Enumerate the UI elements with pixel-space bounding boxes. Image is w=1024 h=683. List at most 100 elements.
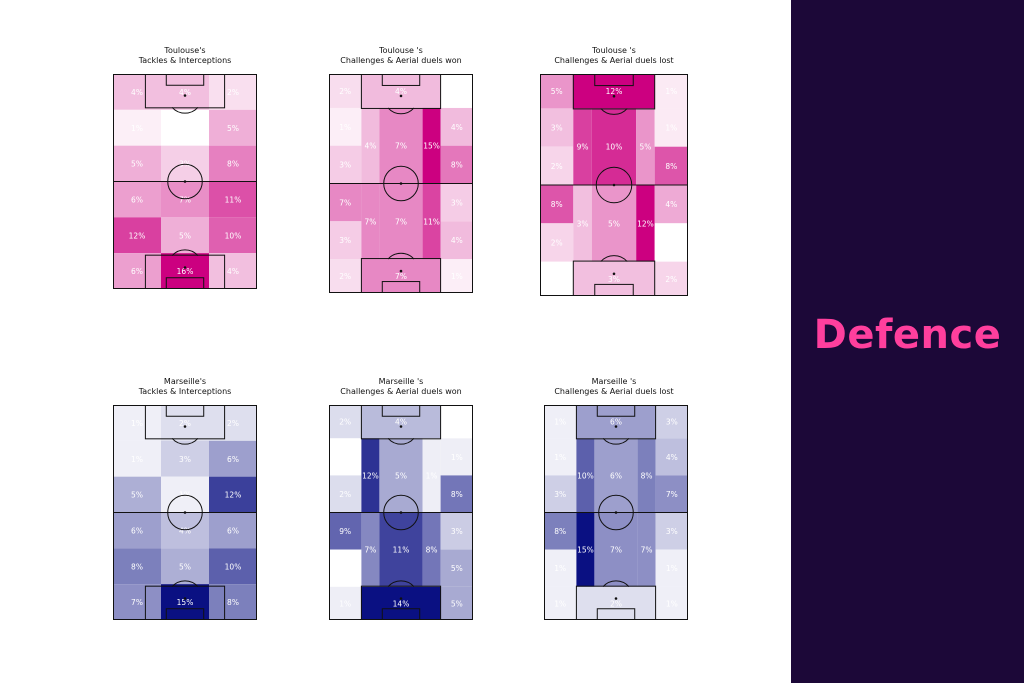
heatmap-zone — [161, 253, 209, 289]
heatmap-zone — [654, 223, 688, 262]
zone-value-label: 2% — [339, 87, 351, 96]
zone-value-label: 3% — [451, 198, 463, 207]
pitch-heatmap-marseille-tackles: 1% 2% 2%1% 3% 6%5% 1% 12%6% 4% 6%8% 5% 10%7% 15% 8% — [113, 405, 257, 621]
heatmap-zone — [379, 183, 423, 260]
heatmap-zone — [329, 221, 362, 260]
heatmap-zone — [329, 586, 362, 620]
zone-value-label: 0% — [339, 453, 351, 462]
zone-value-label: 1% — [339, 123, 351, 132]
zone-value-label: 5% — [608, 219, 620, 228]
heatmap-zone — [361, 405, 441, 439]
zone-value-label: 3% — [551, 124, 563, 133]
heatmap-zone — [654, 146, 688, 185]
zone-value-label: 1% — [131, 455, 143, 464]
heatmap-zone — [422, 438, 441, 513]
heatmap-zone — [209, 512, 257, 549]
heatmap-zone — [591, 185, 637, 262]
zone-value-label: 7% — [641, 546, 653, 555]
heatmap-zone — [379, 107, 423, 184]
heatmap-zone — [209, 440, 257, 477]
heatmap-zone — [655, 586, 688, 620]
zone-value-label: 14% — [393, 599, 410, 608]
zone-value-label: 8% — [426, 546, 438, 555]
pitch-lines — [544, 405, 688, 621]
zone-value-label: 4% — [665, 200, 677, 209]
zone-value-label: 3% — [554, 490, 566, 499]
heatmap-zone — [637, 512, 656, 587]
zone-value-label: 0% — [451, 418, 463, 427]
zone-value-label: 8% — [641, 471, 653, 480]
zone-value-label: 0% — [339, 564, 351, 573]
zone-value-label: 1% — [665, 87, 677, 96]
zone-value-label: 5% — [451, 564, 463, 573]
heatmap-zone — [576, 438, 595, 513]
heatmap-zone — [654, 261, 688, 296]
zone-value-label: 3% — [608, 275, 620, 284]
zone-value-label: 1% — [339, 599, 351, 608]
heatmap-zone — [591, 108, 637, 185]
zone-value-label: 4% — [227, 267, 239, 276]
heatmap-zone — [544, 475, 577, 513]
heatmap-zone — [329, 512, 362, 550]
heatmap-zone — [329, 475, 362, 513]
heatmap-zone — [161, 584, 209, 620]
zone-value-label: 5% — [131, 491, 143, 500]
zone-value-label: 2% — [179, 419, 191, 428]
heatmap-zone — [540, 223, 574, 262]
heatmap-zone — [113, 476, 161, 513]
zone-value-label: 10% — [577, 471, 594, 480]
heatmap-zone — [161, 548, 209, 585]
heatmap-zone — [209, 217, 257, 254]
zone-value-label: 3% — [339, 161, 351, 170]
heatmap-zone — [422, 183, 441, 260]
heatmap-zone — [329, 405, 362, 439]
zone-value-label: 8% — [665, 162, 677, 171]
heatmap-zone — [113, 512, 161, 549]
heatmap-zone — [113, 253, 161, 289]
heatmap-zone — [440, 183, 473, 222]
zone-value-label: 10% — [606, 143, 623, 152]
zone-value-label: 6% — [227, 455, 239, 464]
heatmap-zone — [329, 259, 362, 293]
heatmap-zone — [161, 109, 209, 146]
zone-value-label: 5% — [551, 87, 563, 96]
zone-value-label: 7% — [666, 490, 678, 499]
heatmap-zone — [544, 586, 577, 620]
heatmap-zone — [329, 438, 362, 476]
heatmap-zone — [209, 109, 257, 146]
pitch-heatmap-toulouse-duels-lost: 5% 12% 1% 0% 3% 2% 3% 2% 9% 10% 5% 1% 8% 8% 2% 3% 5% 12% 4… — [540, 74, 688, 296]
heatmap-zone — [594, 512, 638, 587]
zone-value-label: 5% — [179, 562, 191, 571]
heatmap-zone — [655, 512, 688, 550]
heatmap-zone — [209, 74, 257, 110]
zone-value-label: 7% — [131, 598, 143, 607]
zone-value-label: 15% — [577, 546, 594, 555]
zone-value-label: 6% — [610, 418, 622, 427]
zone-value-label: 1% — [451, 453, 463, 462]
heatmap-zone — [361, 183, 380, 260]
zone-value-label: 4% — [395, 418, 407, 427]
zone-value-label: 2% — [339, 272, 351, 281]
heatmap-zone — [594, 438, 638, 513]
heatmap-zone — [209, 253, 257, 289]
zone-value-label: 7% — [339, 198, 351, 207]
zone-value-label: 3% — [666, 527, 678, 536]
heatmap-zone — [161, 440, 209, 477]
zone-value-label: 4% — [666, 453, 678, 462]
heatmap-zone — [209, 548, 257, 585]
heatmap-zone — [209, 476, 257, 513]
zone-value-label: 3% — [179, 455, 191, 464]
heatmap-zone — [329, 74, 362, 108]
heatmap-zone — [540, 146, 574, 185]
heatmap-zone — [576, 586, 656, 620]
zone-value-label: 7% — [395, 272, 407, 281]
pitch-heatmap-marseille-duels-won: 2% 4% 0% 1% 14% 5% 0% 2% 12% 5% 1% 1% 8% 9% 0% 7% 11% 8% 3… — [329, 405, 473, 621]
zone-value-label: 7% — [395, 142, 407, 151]
zone-value-label: 9% — [339, 527, 351, 536]
zone-value-label: 0% — [551, 275, 563, 284]
heatmap-zone — [440, 145, 473, 184]
zone-value-label: 3% — [666, 418, 678, 427]
heatmap-zone — [655, 405, 688, 439]
heatmap-zone — [113, 440, 161, 477]
zone-value-label: 3% — [577, 219, 589, 228]
